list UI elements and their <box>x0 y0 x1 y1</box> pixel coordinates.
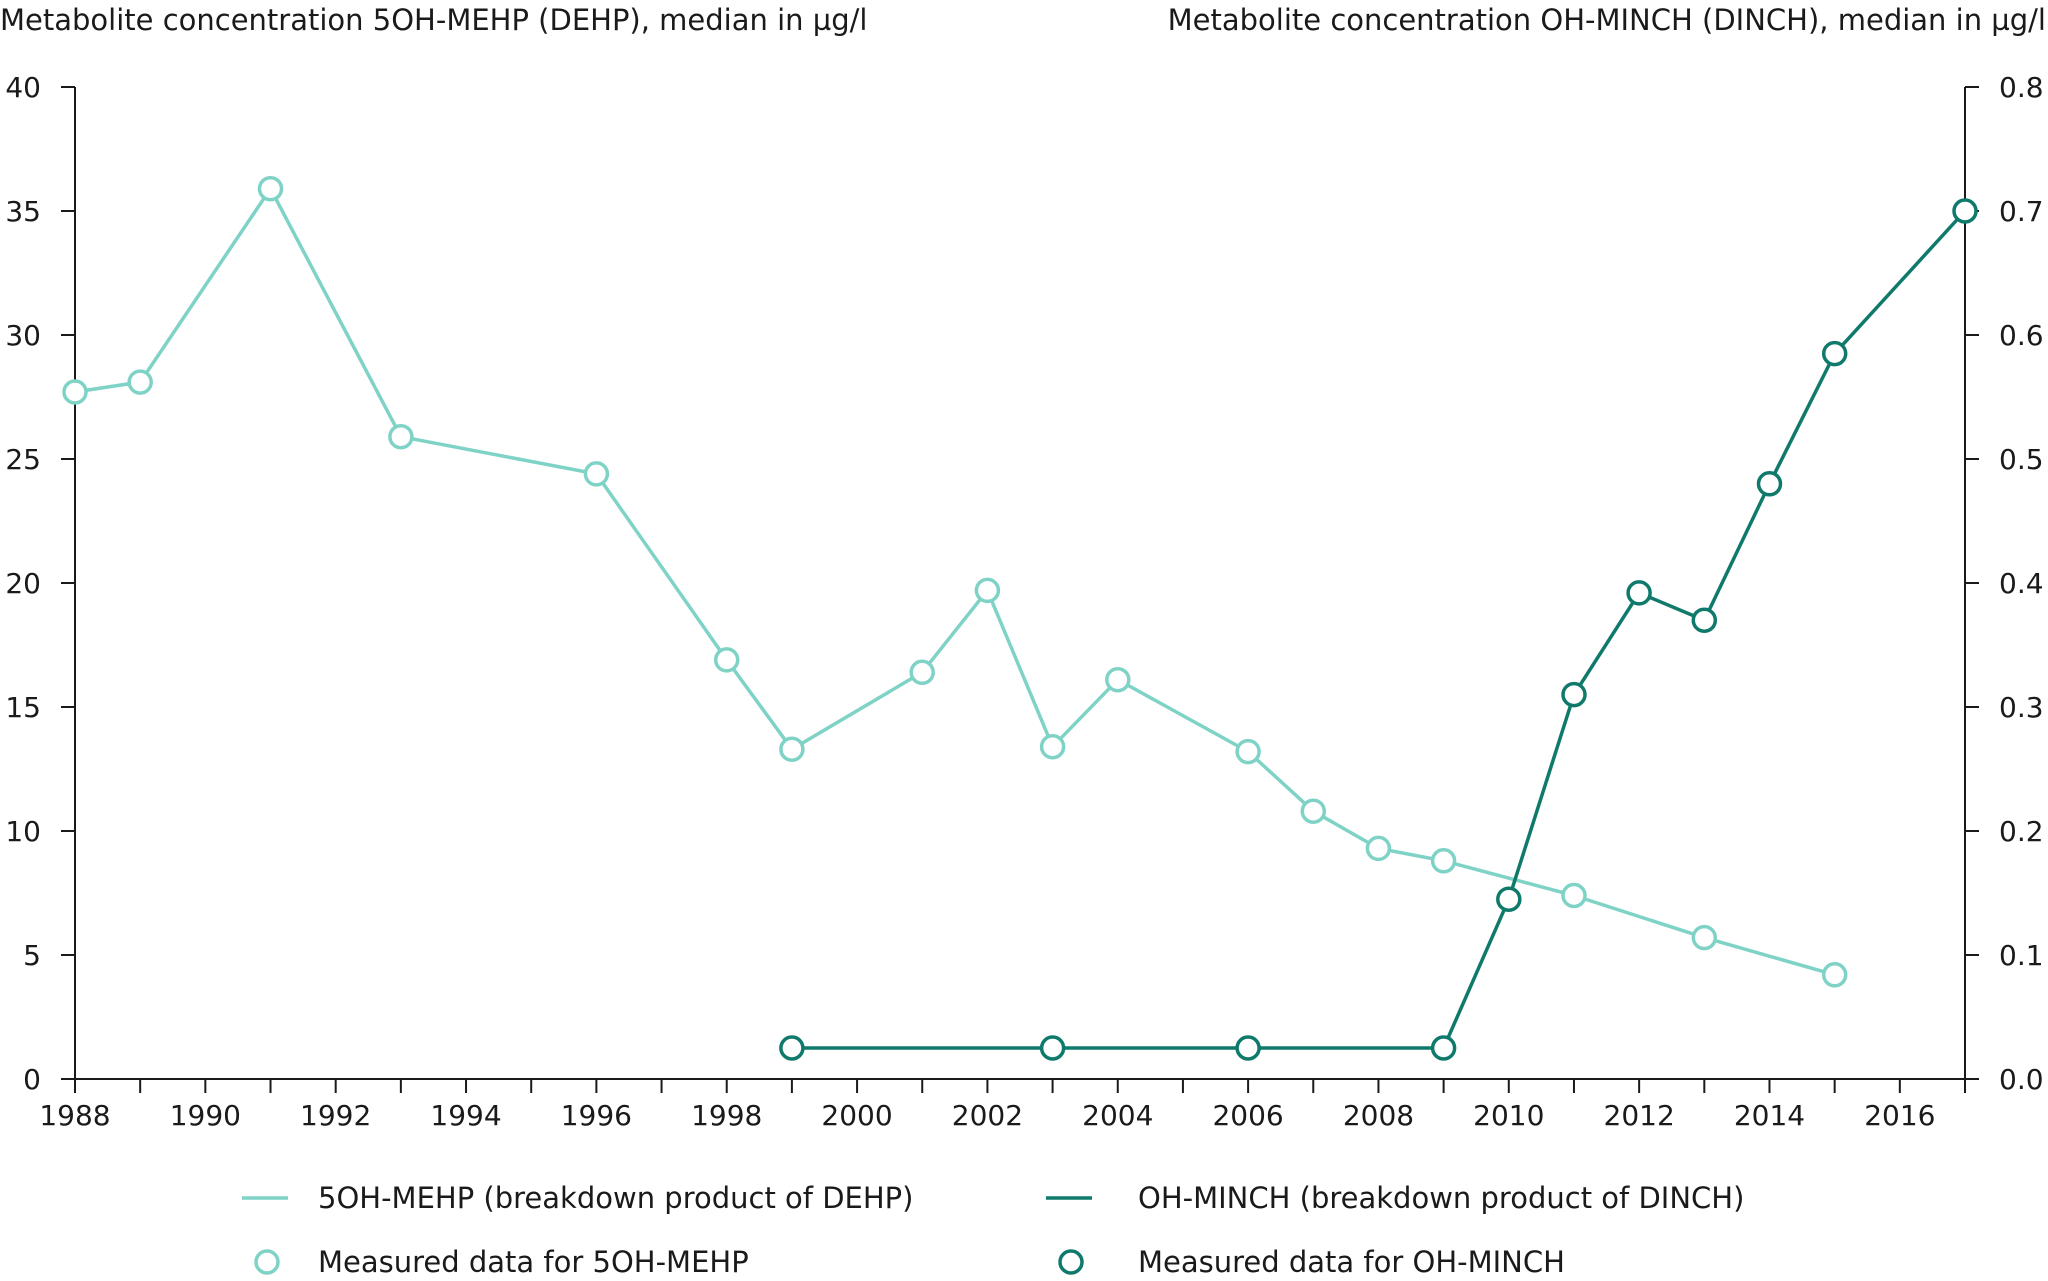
x-tick-label: 1988 <box>39 1099 110 1132</box>
x-axis-ticks: 1988 1990 1992 1994 1996 1998 2000 2002 2004 2006… <box>39 1079 1966 1132</box>
data-point-5oh-mehp <box>583 461 610 487</box>
x-tick-label: 1994 <box>430 1099 501 1132</box>
data-point-oh-minch <box>1952 198 1978 224</box>
legend-label-measured-5oh-mehp: Measured data for 5OH-MEHP <box>318 1245 749 1279</box>
data-point-oh-minch <box>1626 580 1652 606</box>
x-tick-label: 2002 <box>952 1099 1023 1132</box>
data-point-5oh-mehp <box>1039 733 1066 760</box>
left-axis-ticks: 0 5 10 15 20 25 30 35 40 <box>5 71 75 1096</box>
legend: 5OH-MEHP (breakdown product of DEHP) OH-… <box>242 1181 1744 1279</box>
right-tick-label: 0.6 <box>1999 319 2044 352</box>
data-point-5oh-mehp <box>1561 882 1587 909</box>
right-tick-label: 0.7 <box>1999 195 2044 228</box>
x-tick-label: 2014 <box>1734 1099 1805 1132</box>
data-point-oh-minch <box>1235 1035 1261 1061</box>
left-axis-title: Metabolite concentration 5OH-MEHP (DEHP)… <box>0 3 867 37</box>
left-tick-label: 0 <box>23 1063 41 1096</box>
x-tick-label: 2012 <box>1604 1099 1675 1132</box>
data-point-5oh-mehp <box>1300 798 1327 824</box>
legend-label-measured-oh-minch: Measured data for OH-MINCH <box>1138 1245 1565 1279</box>
legend-marker-5oh-mehp <box>254 1249 280 1275</box>
data-point-5oh-mehp <box>909 659 935 686</box>
x-tick-label: 1998 <box>691 1099 762 1132</box>
data-point-5oh-mehp <box>974 577 1001 604</box>
left-tick-label: 25 <box>5 443 41 476</box>
data-point-oh-minch <box>1039 1035 1066 1061</box>
data-point-5oh-mehp <box>713 647 740 673</box>
data-point-oh-minch <box>1691 607 1718 633</box>
left-tick-label: 30 <box>5 319 41 352</box>
right-tick-label: 0.8 <box>1999 71 2044 104</box>
right-tick-label: 0.4 <box>1999 567 2044 600</box>
right-tick-label: 0.3 <box>1999 691 2044 724</box>
data-point-oh-minch <box>779 1035 805 1061</box>
data-point-5oh-mehp <box>1105 666 1131 693</box>
series-line-oh-minch <box>791 209 1967 1050</box>
x-tick-label: 2010 <box>1473 1099 1544 1132</box>
series-line-5oh-mehp <box>74 186 1836 977</box>
right-axis-title: Metabolite concentration OH-MINCH (DINCH… <box>1168 3 2046 37</box>
data-point-5oh-mehp <box>1691 924 1718 951</box>
x-tick-label: 1992 <box>300 1099 371 1132</box>
data-point-oh-minch <box>1430 1035 1457 1061</box>
data-point-oh-minch <box>1561 681 1587 708</box>
data-point-oh-minch <box>1756 471 1783 497</box>
legend-marker-oh-minch <box>1058 1249 1084 1275</box>
data-point-5oh-mehp <box>127 369 153 395</box>
data-point-5oh-mehp <box>779 736 805 762</box>
x-tick-label: 2008 <box>1343 1099 1414 1132</box>
x-tick-label: 2004 <box>1082 1099 1153 1132</box>
right-tick-label: 0.1 <box>1999 939 2044 972</box>
data-point-5oh-mehp <box>62 379 88 405</box>
legend-label-oh-minch: OH-MINCH (breakdown product of DINCH) <box>1138 1181 1744 1215</box>
data-point-5oh-mehp <box>257 175 284 202</box>
data-point-5oh-mehp <box>1430 848 1457 874</box>
left-tick-label: 20 <box>5 567 41 600</box>
data-point-oh-minch <box>1821 340 1848 367</box>
x-tick-label: 2006 <box>1212 1099 1283 1132</box>
data-point-5oh-mehp <box>1821 962 1848 988</box>
left-tick-label: 40 <box>5 71 41 104</box>
right-tick-label: 0.2 <box>1999 815 2044 848</box>
left-tick-label: 5 <box>23 939 41 972</box>
x-tick-label: 2016 <box>1864 1099 1935 1132</box>
right-tick-label: 0.5 <box>1999 443 2044 476</box>
data-point-oh-minch <box>1496 886 1522 912</box>
data-point-5oh-mehp <box>388 423 414 450</box>
right-axis-ticks: 0.0 0.1 0.2 0.3 0.4 0.5 0.6 0.7 0.8 <box>1965 71 2044 1096</box>
left-tick-label: 35 <box>5 195 41 228</box>
x-tick-label: 2000 <box>821 1099 892 1132</box>
x-tick-label: 1996 <box>561 1099 632 1132</box>
x-tick-label: 1990 <box>170 1099 241 1132</box>
right-tick-label: 0.0 <box>1999 1063 2044 1096</box>
left-tick-label: 15 <box>5 691 41 724</box>
legend-label-5oh-mehp: 5OH-MEHP (breakdown product of DEHP) <box>318 1181 913 1215</box>
left-tick-label: 10 <box>5 815 41 848</box>
data-point-5oh-mehp <box>1365 835 1392 862</box>
plot-area <box>62 175 1978 1061</box>
data-point-5oh-mehp <box>1235 738 1261 765</box>
